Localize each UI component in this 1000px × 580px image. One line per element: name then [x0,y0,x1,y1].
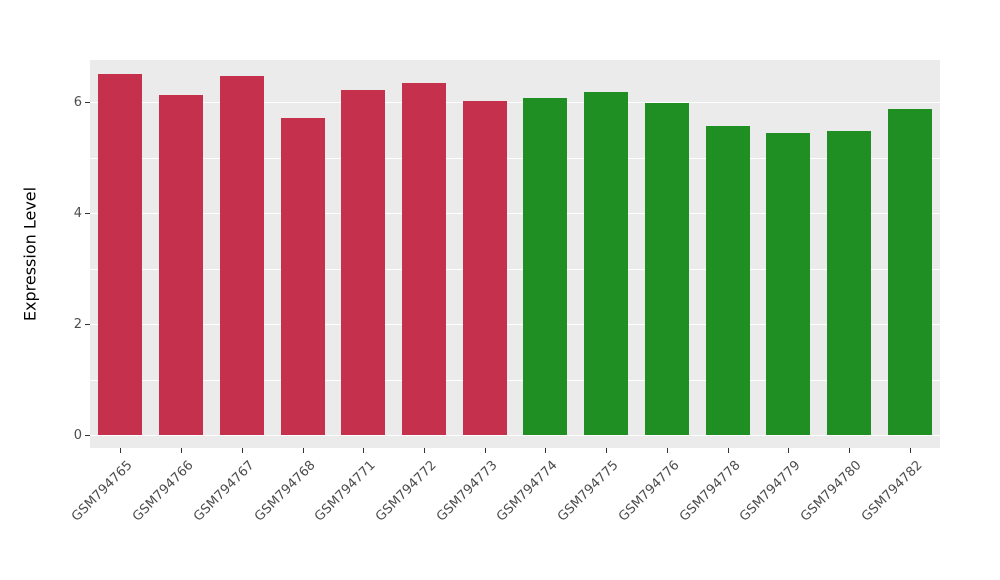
gridline-minor [90,268,940,270]
y-tick-mark [85,435,90,436]
y-tick-mark [85,102,90,103]
bar-GSM794782 [887,108,932,435]
bar-GSM794779 [766,132,811,435]
bar-GSM794780 [826,130,871,435]
bar-GSM794778 [705,125,750,435]
x-tick-label: GSM794771 [312,458,379,525]
plot-panel [90,60,940,448]
x-tick-label: GSM794772 [372,458,440,525]
x-tick-mark [909,448,911,453]
bar-GSM794771 [341,89,386,435]
y-axis-title: Expression Level [20,186,40,322]
x-tick-label: GSM794767 [190,458,258,525]
x-tick-label: GSM794780 [797,458,865,525]
bar-GSM794775 [584,92,629,435]
x-tick-label: GSM794765 [69,458,136,525]
y-tick-label: 0 [73,428,82,443]
x-tick-label: GSM794768 [251,458,319,525]
bar-GSM794767 [219,75,264,435]
y-tick-mark [85,213,90,214]
x-tick-mark [241,448,243,453]
x-tick-label: GSM794766 [130,458,197,525]
x-tick-label: GSM794779 [737,458,804,525]
bar-GSM794766 [159,95,204,435]
gridline-major [90,102,940,104]
x-tick-mark [181,448,183,453]
x-tick-mark [606,448,608,453]
x-tick-mark [363,448,365,453]
x-tick-label: GSM794774 [494,458,561,525]
y-tick-label: 2 [73,317,82,332]
x-tick-mark [727,448,729,453]
bar-GSM794773 [462,101,507,435]
y-tick-label: 6 [73,95,82,110]
x-tick-mark [302,448,304,453]
gridline-major [90,213,940,215]
x-tick-mark [848,448,850,453]
gridline-major [90,435,940,437]
x-tick-mark [423,448,425,453]
x-tick-mark [666,448,668,453]
bar-GSM794765 [98,74,143,435]
x-tick-label: GSM794778 [676,458,744,525]
x-tick-mark [545,448,547,453]
x-tick-label: GSM794775 [555,458,622,525]
x-tick-mark [788,448,790,453]
x-tick-label: GSM794776 [615,458,683,525]
bar-GSM794774 [523,98,568,435]
bar-GSM794772 [401,82,446,435]
bar-GSM794776 [644,103,689,435]
x-tick-label: GSM794782 [858,458,926,525]
bar-GSM794768 [280,117,325,435]
x-tick-mark [120,448,122,453]
gridline-minor [90,157,940,159]
y-tick-mark [85,324,90,325]
y-tick-label: 4 [73,206,82,221]
x-tick-label: GSM794773 [433,458,501,525]
x-tick-mark [484,448,486,453]
gridline-major [90,324,940,326]
gridline-minor [90,379,940,381]
